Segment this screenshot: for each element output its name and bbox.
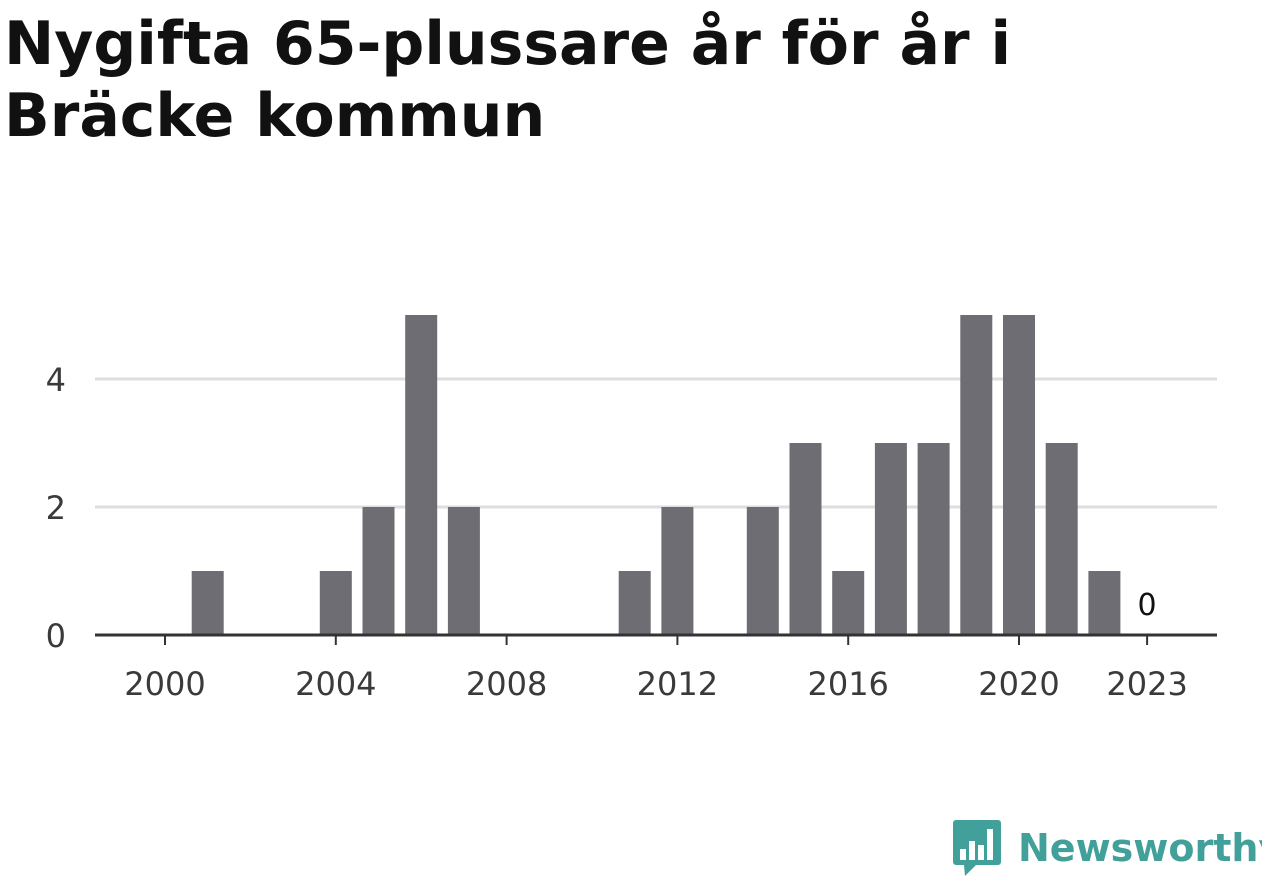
bars — [191, 315, 1121, 635]
bar-2005 — [362, 507, 395, 635]
x-tick-label: 2023 — [1106, 665, 1187, 703]
x-tick-label: 2008 — [466, 665, 547, 703]
bar-2007 — [447, 507, 480, 635]
y-tick-label: 4 — [46, 361, 66, 399]
x-tick-label: 2016 — [807, 665, 888, 703]
y-tick-label: 2 — [46, 489, 66, 527]
x-tick-label: 2012 — [637, 665, 718, 703]
bar-2018 — [917, 443, 950, 635]
bar-2019 — [960, 315, 993, 635]
bar-2021 — [1045, 443, 1078, 635]
bar-2012 — [661, 507, 694, 635]
bar-2022 — [1088, 571, 1121, 635]
newsworthy-logo: Newsworthy — [952, 818, 1262, 878]
x-tick-label: 2000 — [124, 665, 205, 703]
tick-labels: 0 2 4 2000 2004 2008 2012 2016 2020 2023 0 — [46, 361, 1188, 703]
bar-2016 — [832, 571, 865, 635]
bar-2020 — [1003, 315, 1035, 635]
bar-2017 — [874, 443, 907, 635]
bar-2004 — [319, 571, 352, 635]
bar-2014 — [746, 507, 779, 635]
y-tick-label: 0 — [46, 617, 66, 655]
bar-2001 — [191, 571, 224, 635]
data-label-2023: 0 — [1138, 588, 1157, 623]
x-tick-label: 2004 — [295, 665, 376, 703]
bar-2015 — [789, 443, 822, 635]
bar-chart: 0 2 4 2000 2004 2008 2012 2016 2020 2023 0 — [46, 315, 1217, 703]
chart-title: Nygifta 65-plussare år för år i Bräcke k… — [4, 9, 1012, 151]
bar-2011 — [618, 571, 651, 635]
brand-name: Newsworthy — [1018, 826, 1262, 870]
x-tick-label: 2020 — [978, 665, 1059, 703]
newsworthy-bar-chart-speech-bubble-icon — [953, 820, 1001, 876]
x-axis — [95, 633, 1217, 645]
bar-2006 — [405, 315, 438, 635]
